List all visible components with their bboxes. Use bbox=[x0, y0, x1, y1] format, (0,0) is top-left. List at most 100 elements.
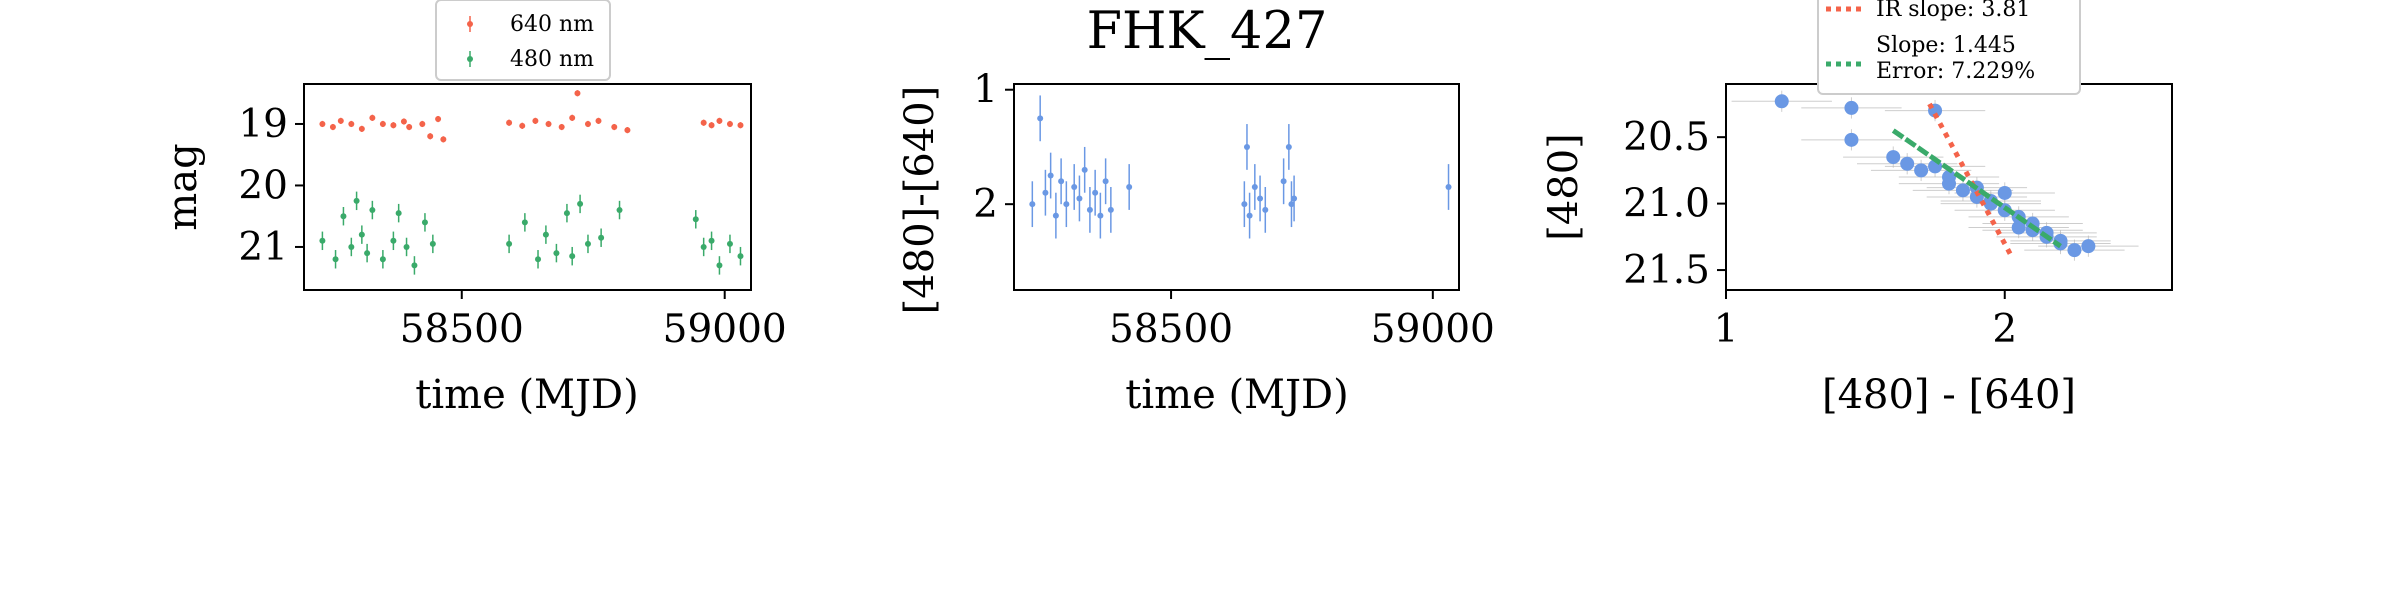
data-point bbox=[419, 120, 426, 127]
legend-label-ir-slope: IR slope: 3.81 bbox=[1876, 0, 2030, 22]
data-point bbox=[574, 90, 581, 97]
data-point bbox=[558, 124, 565, 131]
data-point bbox=[337, 117, 344, 124]
data-point bbox=[1774, 94, 1789, 109]
data-point bbox=[545, 120, 552, 127]
data-point bbox=[1262, 206, 1269, 213]
data-point bbox=[1246, 212, 1253, 219]
x-tick-label: 58500 bbox=[1109, 307, 1233, 352]
data-point bbox=[319, 120, 326, 127]
data-point bbox=[1086, 206, 1093, 213]
data-point bbox=[1291, 195, 1298, 202]
data-point bbox=[737, 253, 744, 260]
data-point bbox=[421, 219, 428, 226]
data-point bbox=[1076, 195, 1083, 202]
panel2-axes-frame bbox=[1013, 83, 1460, 291]
data-point bbox=[1097, 212, 1104, 219]
data-point bbox=[506, 119, 513, 126]
data-point bbox=[1052, 212, 1059, 219]
panel3-legend: IR slope: 3.81 Slope: 1.445 Error: 7.229… bbox=[1817, 0, 2081, 95]
x-tick-label: 59000 bbox=[663, 307, 787, 352]
panel3-legend-box bbox=[1817, 0, 2081, 95]
data-point bbox=[700, 243, 707, 250]
data-point bbox=[1445, 184, 1452, 190]
data-point bbox=[2011, 220, 2026, 235]
y-tick-label: 21 bbox=[238, 225, 288, 270]
panel3-ylabel: [480] bbox=[1541, 133, 1587, 241]
x-tick-label: 2 bbox=[1992, 307, 2017, 352]
data-point bbox=[519, 122, 526, 129]
data-point bbox=[332, 256, 339, 263]
legend-marker-640 bbox=[467, 21, 473, 27]
data-point bbox=[708, 237, 715, 244]
data-point bbox=[1955, 183, 1970, 198]
data-point bbox=[532, 117, 539, 124]
data-point bbox=[1844, 132, 1859, 147]
y-tick-label: 2 bbox=[973, 182, 998, 227]
data-point bbox=[348, 243, 355, 250]
data-point bbox=[1029, 201, 1036, 208]
data-point bbox=[1900, 156, 1915, 171]
data-point bbox=[348, 120, 355, 127]
data-point bbox=[1042, 189, 1049, 196]
data-point bbox=[364, 250, 371, 257]
data-point bbox=[692, 216, 699, 223]
data-point bbox=[340, 213, 347, 220]
data-point bbox=[429, 240, 436, 247]
data-point bbox=[611, 124, 618, 131]
data-point bbox=[553, 250, 560, 257]
x-tick-label: 59000 bbox=[1371, 307, 1495, 352]
data-point bbox=[358, 231, 365, 238]
data-point bbox=[542, 231, 549, 238]
panel1-xlabel: time (MJD) bbox=[415, 372, 638, 418]
y-tick-label: 1 bbox=[973, 68, 998, 113]
data-point bbox=[353, 197, 360, 204]
data-point bbox=[700, 119, 707, 126]
ir-slope-line bbox=[1927, 102, 2013, 256]
fit-slope-line bbox=[1891, 128, 2062, 249]
data-point bbox=[737, 122, 744, 129]
data-point bbox=[535, 256, 542, 263]
legend-label-slope: Slope: 1.445 bbox=[1876, 33, 2016, 58]
data-point bbox=[440, 136, 447, 143]
data-point bbox=[369, 114, 376, 121]
x-tick-label: 1 bbox=[1714, 307, 1739, 352]
panel1-ylabel: mag bbox=[160, 143, 206, 230]
data-point bbox=[569, 253, 576, 260]
legend-marker-480 bbox=[467, 56, 473, 62]
data-point bbox=[584, 240, 591, 247]
data-point bbox=[369, 207, 376, 214]
data-point bbox=[403, 243, 410, 250]
data-point bbox=[598, 234, 605, 241]
data-point bbox=[1288, 201, 1295, 208]
data-point bbox=[1257, 195, 1264, 202]
data-point bbox=[400, 118, 407, 125]
legend-label-480: 480 nm bbox=[510, 47, 594, 72]
data-point bbox=[395, 210, 402, 217]
data-point bbox=[708, 122, 715, 129]
data-point bbox=[2081, 239, 2096, 254]
panel1-ticks: 58500 59000 19 20 21 bbox=[238, 102, 786, 352]
panel1-plot-area bbox=[319, 90, 744, 275]
data-point bbox=[379, 256, 386, 263]
data-point bbox=[1063, 201, 1070, 208]
data-point bbox=[1997, 185, 2012, 200]
data-point bbox=[329, 124, 336, 131]
data-point bbox=[358, 125, 365, 132]
data-point bbox=[1241, 201, 1248, 208]
data-point bbox=[1942, 176, 1956, 191]
data-point bbox=[379, 120, 386, 127]
panel3-ticks: 1 2 20.5 21.0 21.5 bbox=[1623, 115, 2017, 352]
data-point bbox=[1092, 189, 1099, 196]
data-point bbox=[1107, 206, 1114, 213]
panel2-plot-area bbox=[1029, 95, 1452, 239]
data-point bbox=[1886, 150, 1901, 165]
data-point bbox=[411, 262, 418, 269]
data-point bbox=[319, 237, 326, 244]
data-point bbox=[616, 207, 623, 214]
data-point bbox=[390, 237, 397, 244]
panel2-xlabel: time (MJD) bbox=[1125, 372, 1348, 418]
legend-label-640: 640 nm bbox=[510, 12, 594, 37]
data-point bbox=[2067, 243, 2082, 258]
